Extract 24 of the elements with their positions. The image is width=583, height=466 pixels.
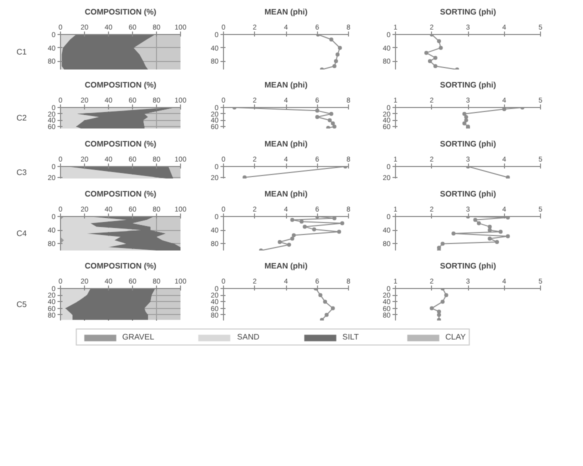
- chart-title: SORTING (phi): [440, 190, 496, 198]
- chart-title: SORTING (phi): [440, 80, 496, 90]
- chart-title: COMPOSITION (%): [84, 262, 157, 270]
- chart-title: MEAN (phi): [264, 190, 308, 198]
- text: C1: [16, 48, 28, 56]
- chart-title: MEAN (phi): [264, 262, 308, 270]
- text: C4: [16, 229, 28, 238]
- chart-title: SORTING (phi): [440, 140, 496, 148]
- chart-title: COMPOSITION (%): [84, 140, 157, 148]
- chart-title: SORTING (phi): [440, 8, 496, 16]
- legend-label: SILT: [342, 332, 360, 342]
- chart-title: COMPOSITION (%): [84, 190, 157, 198]
- chart-title: SORTING (phi): [440, 262, 496, 270]
- legend-label: SAND: [237, 332, 260, 342]
- chart-title: MEAN (phi): [264, 140, 308, 148]
- text: C2: [16, 114, 28, 122]
- chart-title: COMPOSITION (%): [84, 8, 157, 16]
- text: C5: [16, 300, 28, 309]
- chart-title: MEAN (phi): [264, 80, 308, 90]
- text: C3: [16, 168, 28, 177]
- legend-label: CLAY: [445, 332, 466, 342]
- chart-title: MEAN (phi): [264, 8, 308, 16]
- chart-title: COMPOSITION (%): [84, 80, 157, 90]
- legend-label: GRAVEL: [122, 332, 154, 342]
